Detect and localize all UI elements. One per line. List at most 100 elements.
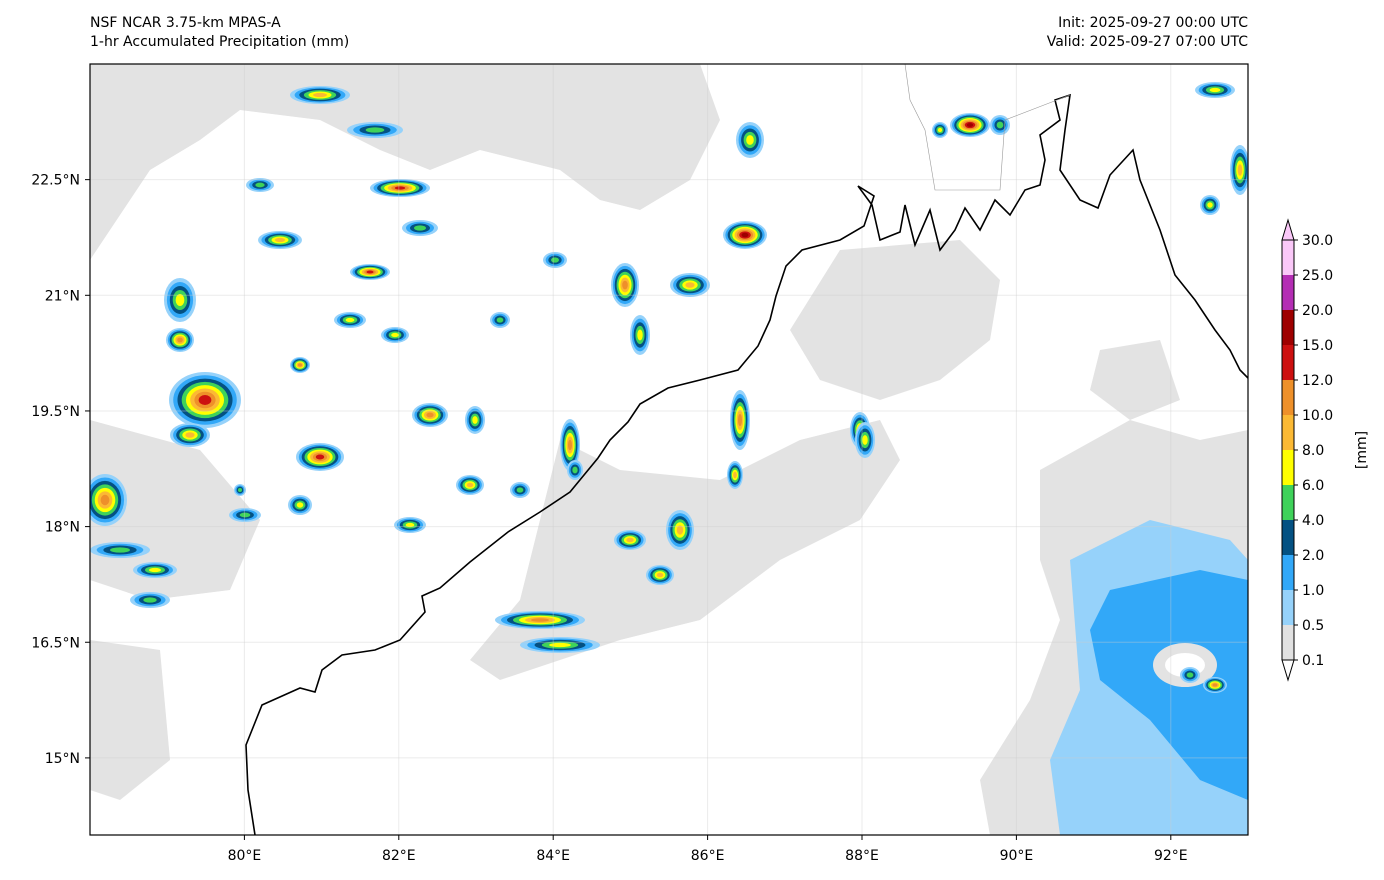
precip-contour [685,282,695,288]
precip-contour [549,642,571,648]
colorbar-tick-label: 10.0 [1302,408,1333,424]
precip-contour [366,270,374,274]
precip-contour [656,572,664,578]
precip-contour [298,363,302,367]
lon-tick-label: 90°E [1000,848,1034,864]
precip-contour [315,454,325,460]
colorbar-tick-label: 25.0 [1302,268,1333,284]
lon-tick-label: 84°E [536,848,570,864]
light-blue-areas [1050,520,1248,835]
lon-tick-label: 86°E [691,848,725,864]
colorbar-unit-label: [mm] [1354,431,1370,469]
precip-contour [622,280,628,290]
colorbar-segment [1282,415,1294,450]
colorbar-tick-label: 6.0 [1302,478,1324,494]
precip-contour [110,547,130,553]
precip-contour [741,232,749,238]
precip-contour [746,135,754,145]
precip-contour [472,416,478,424]
coastline [245,93,1248,835]
precip-contour [466,482,474,488]
precip-contour [572,466,578,474]
precip-contour [143,597,157,603]
colorbar-segment [1282,520,1294,555]
precip-contour [296,502,304,508]
colorbar-segment [1282,450,1294,485]
lon-tick-label: 82°E [382,848,416,864]
precip-contour [175,294,185,306]
precip-contour [238,488,242,492]
precip-contour [365,127,385,133]
precip-contour [626,537,634,543]
colorbar-tick-label: 12.0 [1302,373,1333,389]
precip-contour [996,121,1004,129]
precip-contour [531,618,549,622]
colorbar-segment [1282,345,1294,380]
precip-contour [313,92,327,98]
colorbar-segment [1282,240,1294,275]
precip-contour [676,525,684,535]
colorbar: 0.1 0.5 1.0 2.0 4.0 6.0 8.0 10.0 12.0 15.0 20.0 25.… [1281,218,1333,682]
precip-contour [568,439,572,451]
precip-contour [255,182,265,188]
precip-contour [274,237,286,243]
precip-contour [516,487,524,493]
precip-contour [551,257,559,263]
precip-contour [862,435,868,445]
precip-contour [394,186,406,190]
precip-contour [1212,683,1218,687]
light-precip-areas [90,64,1248,835]
axis-ticks: 80°E 82°E 84°E 86°E 88°E 90°E 92°E 22.5°N 21°N 19… [31,173,1187,864]
precip-contour [198,395,212,405]
colorbar-segment [1282,275,1294,310]
precip-contour [391,332,399,338]
precip-contour [738,414,742,426]
colorbar-tick-label: 0.5 [1302,618,1324,634]
precip-contour [966,123,974,127]
field-title: 1-hr Accumulated Precipitation (mm) [90,34,350,50]
precip-contour [426,412,434,418]
precip-contour [177,337,183,343]
lat-tick-label: 22.5°N [31,173,80,189]
border [904,64,1071,191]
map-frame [89,63,1249,836]
lat-tick-label: 15°N [45,751,80,767]
colorbar-tick-label: 2.0 [1302,548,1324,564]
precip-contour [937,127,943,133]
colorbar-tick-label: 20.0 [1302,303,1333,319]
colorbar-segment [1282,625,1294,660]
colorbar-tick-label: 30.0 [1302,233,1333,249]
lat-tick-label: 19.5°N [31,404,80,420]
precip-contour [239,512,251,518]
valid-time: Valid: 2025-09-27 07:00 UTC [1046,34,1248,50]
colorbar-segment [1282,380,1294,415]
precip-contour [733,471,737,479]
colorbar-under-arrow [1281,659,1295,682]
lat-tick-label: 21°N [45,288,80,304]
colorbar-segment [1282,590,1294,625]
precip-contour [637,329,643,341]
init-time: Init: 2025-09-27 00:00 UTC [1058,15,1248,31]
precip-cells [90,82,1248,693]
colorbar-tick-label: 1.0 [1302,583,1324,599]
precip-contour [1186,672,1194,678]
precip-contour [185,432,195,438]
colorbar-segment [1282,310,1294,345]
lon-tick-label: 80°E [228,848,262,864]
lat-tick-label: 18°N [45,520,80,536]
colorbar-segment [1282,555,1294,590]
lon-tick-label: 92°E [1154,848,1188,864]
precip-contour [405,522,415,528]
precip-contour [1207,202,1213,208]
precip-contour [345,317,355,323]
precip-contour [100,494,110,506]
colorbar-tick-label: 0.1 [1302,653,1324,669]
model-title: NSF NCAR 3.75-km MPAS-A [90,15,281,31]
colorbar-over-arrow [1281,218,1295,241]
lat-tick-label: 16.5°N [31,635,80,651]
precip-contour [496,317,504,323]
precip-contour [414,225,426,231]
colorbar-tick-label: 8.0 [1302,443,1324,459]
